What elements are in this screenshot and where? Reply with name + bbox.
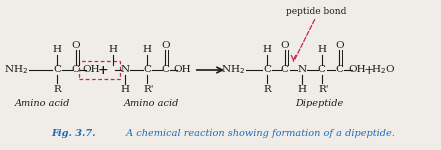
Text: C: C — [336, 66, 344, 75]
Text: H: H — [52, 45, 62, 54]
Text: O: O — [161, 40, 170, 50]
Text: O: O — [280, 40, 289, 50]
Text: C: C — [71, 66, 79, 75]
Text: A chemical reaction showing formation of a dipeptide.: A chemical reaction showing formation of… — [123, 129, 395, 138]
Text: C: C — [263, 66, 271, 75]
Text: C: C — [143, 66, 151, 75]
Text: NH$_2$: NH$_2$ — [4, 64, 28, 76]
Text: H: H — [121, 84, 130, 93]
Text: C: C — [318, 66, 326, 75]
Text: R: R — [53, 84, 61, 93]
Text: OH: OH — [82, 66, 100, 75]
Text: R: R — [263, 84, 271, 93]
Text: Dipeptide: Dipeptide — [295, 99, 343, 108]
Text: C: C — [280, 66, 289, 75]
Text: H: H — [318, 45, 326, 54]
Text: OH: OH — [348, 66, 366, 75]
Text: C: C — [161, 66, 169, 75]
Text: H$_2$O: H$_2$O — [371, 64, 396, 76]
Text: R': R' — [144, 84, 154, 93]
Text: N: N — [121, 66, 130, 75]
Text: H: H — [298, 84, 307, 93]
Text: Fig. 3.7.: Fig. 3.7. — [52, 129, 96, 138]
Text: Amino acid: Amino acid — [124, 99, 179, 108]
Text: O: O — [71, 40, 80, 50]
Text: Amino acid: Amino acid — [15, 99, 70, 108]
Text: OH: OH — [173, 66, 191, 75]
Text: N: N — [298, 66, 307, 75]
Text: C: C — [53, 66, 61, 75]
Text: NH$_2$: NH$_2$ — [220, 64, 245, 76]
Text: H: H — [108, 45, 117, 54]
Text: H: H — [262, 45, 272, 54]
Text: +: + — [363, 63, 374, 76]
Text: peptide bond: peptide bond — [286, 8, 346, 16]
Text: H: H — [142, 45, 151, 54]
Text: R': R' — [318, 84, 329, 93]
Text: O: O — [335, 40, 344, 50]
Text: +: + — [97, 63, 108, 76]
